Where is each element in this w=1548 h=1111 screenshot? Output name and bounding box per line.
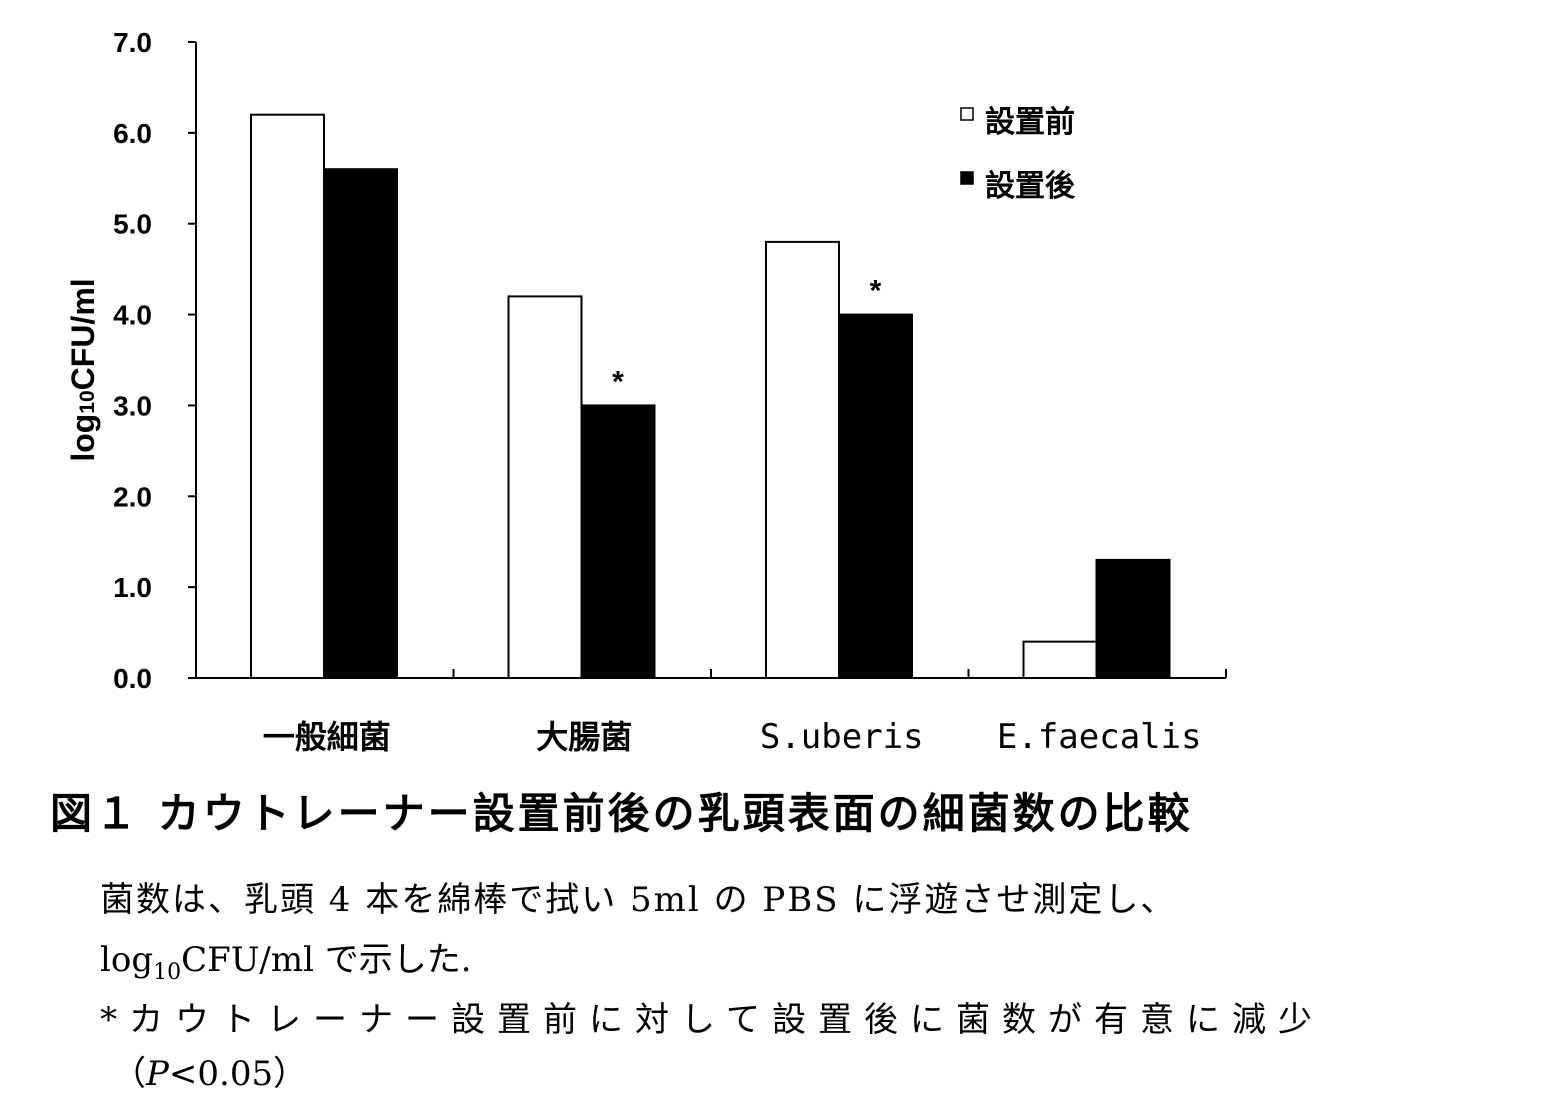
legend-label: 設置後: [985, 169, 1076, 204]
y-tick-label: 7.0: [113, 27, 152, 58]
figure-caption-title: 図１ カウトレーナー設置前後の乳頭表面の細菌数の比較: [50, 789, 1193, 838]
bar-before: [1022, 640, 1098, 680]
significance-markers: **: [612, 275, 882, 399]
category-label: E.faecalis: [997, 717, 1202, 757]
bar-after: [580, 404, 656, 679]
y-tick-label: 5.0: [113, 209, 152, 240]
y-axis-label: log10CFU/ml: [65, 278, 101, 461]
y-tick-label: 1.0: [113, 572, 152, 603]
y-tick-label: 6.0: [113, 118, 152, 149]
bar-before: [507, 295, 583, 679]
legend-swatch: [960, 171, 974, 185]
category-labels: 一般細菌 大腸菌 S.uberis E.faecalis: [263, 717, 1202, 757]
significance-marker: *: [870, 275, 882, 308]
bar-before: [765, 240, 840, 679]
y-tick-label: 4.0: [113, 300, 152, 331]
y-axis: 0.0 1.0 2.0 3.0 4.0 5.0 6.0 7.0: [113, 27, 197, 694]
bars: [250, 113, 1171, 680]
y-tick-label: 0.0: [113, 663, 152, 694]
bar-after: [838, 313, 913, 679]
caption-note-method: 菌数は、乳頭 4 本を綿棒で拭い 5ml の PBS に浮遊させ測定し、: [100, 880, 1177, 920]
category-label: S.uberis: [760, 717, 924, 757]
y-tick-label: 3.0: [113, 390, 152, 421]
caption-note-significance: *カウトレーナー設置前に対して設置後に菌数が有意に減少: [100, 1000, 1324, 1040]
significance-marker: *: [612, 365, 624, 398]
y-tick-label: 2.0: [113, 481, 152, 512]
legend-label: 設置前: [985, 105, 1075, 140]
bar-after: [323, 168, 398, 679]
bar-chart: 0.01.02.03.04.05.06.07.0 ** 一般細菌 大腸菌 S.ube…: [65, 27, 1227, 757]
caption-note-units: log10CFU/ml で示した.: [100, 940, 472, 985]
legend-swatch: [960, 107, 974, 121]
category-label: 一般細菌: [263, 718, 391, 756]
bar-before: [250, 113, 325, 679]
bar-after: [1095, 558, 1171, 680]
category-label: 大腸菌: [536, 718, 632, 756]
caption-note-pvalue: （P<0.05）: [112, 1054, 308, 1094]
